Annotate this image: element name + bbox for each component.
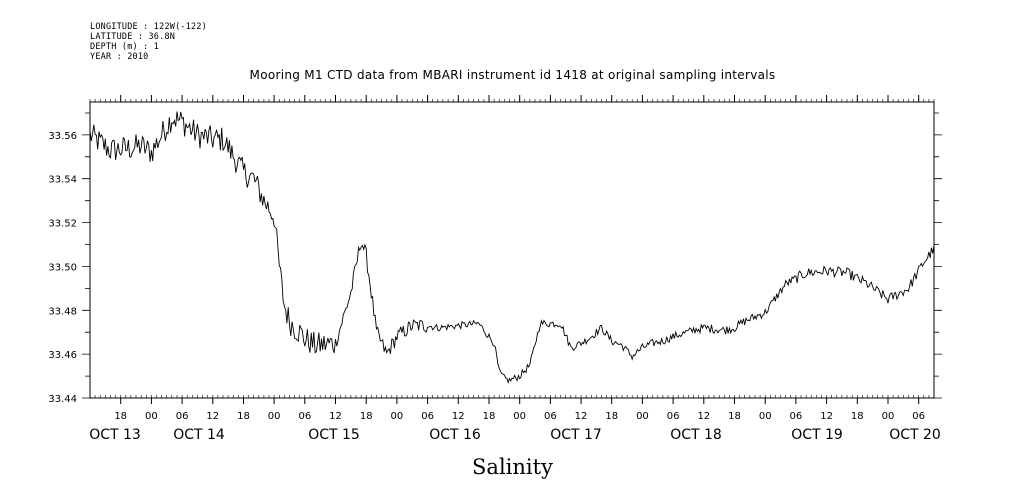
- meta-longitude: LONGITUDE : 122W(-122): [90, 22, 207, 32]
- x-minor-ticks: [89, 99, 935, 398]
- y-tick-label: 33.46: [48, 350, 77, 361]
- x-hour-tick-label: 00: [391, 411, 404, 422]
- x-hour-tick-label: 12: [452, 411, 465, 422]
- x-major-ticks: [120, 95, 920, 404]
- x-hour-tick-label: 18: [237, 411, 250, 422]
- x-date-label: OCT 17: [550, 427, 602, 443]
- y-tick-label: 33.54: [48, 175, 77, 186]
- x-hour-tick-label: 18: [728, 411, 741, 422]
- x-hour-tick-label: 12: [697, 411, 710, 422]
- x-date-label: OCT 18: [670, 427, 722, 443]
- x-hour-tick-label: 06: [298, 411, 311, 422]
- x-hour-tick-label: 12: [329, 411, 342, 422]
- x-hour-tick-label: 06: [421, 411, 434, 422]
- x-hour-tick-label: 18: [851, 411, 864, 422]
- x-hour-tick-label: 00: [268, 411, 281, 422]
- meta-depth: DEPTH (m) : 1: [90, 42, 160, 52]
- x-hour-tick-label: 12: [820, 411, 833, 422]
- x-date-label: OCT 14: [173, 427, 225, 443]
- plot-frame: [89, 101, 935, 399]
- x-hour-tick-label: 06: [790, 411, 803, 422]
- y-tick-label: 33.52: [48, 219, 77, 230]
- x-hour-tick-label: 00: [145, 411, 158, 422]
- x-hour-tick-label: 00: [759, 411, 772, 422]
- x-hour-tick-label: 00: [882, 411, 895, 422]
- chart-title: Mooring M1 CTD data from MBARI instrumen…: [249, 68, 776, 82]
- y-tick-label: 33.44: [48, 394, 77, 405]
- y-ticks: [82, 112, 942, 399]
- x-hour-tick-label: 06: [912, 411, 925, 422]
- x-date-label: OCT 20: [889, 427, 941, 443]
- y-tick-label: 33.50: [48, 262, 77, 273]
- x-date-label: OCT 16: [429, 427, 481, 443]
- salinity-series-line: [89, 111, 935, 385]
- x-hour-tick-label: 06: [667, 411, 680, 422]
- x-hour-tick-label: 18: [114, 411, 127, 422]
- y-tick-label: 33.56: [48, 131, 77, 142]
- y-tick-label: 33.48: [48, 306, 77, 317]
- x-date-label: OCT 15: [308, 427, 360, 443]
- x-date-label: OCT 13: [89, 427, 141, 443]
- x-date-label: OCT 19: [791, 427, 843, 443]
- x-hour-tick-label: 12: [206, 411, 219, 422]
- x-hour-tick-label: 12: [575, 411, 588, 422]
- x-hour-tick-label: 06: [176, 411, 189, 422]
- meta-year: YEAR : 2010: [90, 52, 149, 62]
- x-hour-tick-label: 18: [483, 411, 496, 422]
- meta-latitude: LATITUDE : 36.8N: [90, 32, 176, 42]
- metadata-block: LONGITUDE : 122W(-122) LATITUDE : 36.8N …: [90, 22, 207, 62]
- x-hour-tick-label: 18: [605, 411, 618, 422]
- x-hour-tick-label: 06: [544, 411, 557, 422]
- x-hour-tick-label: 00: [513, 411, 526, 422]
- x-hour-tick-label: 18: [360, 411, 373, 422]
- variable-label: Salinity: [472, 455, 553, 479]
- x-hour-tick-label: 00: [636, 411, 649, 422]
